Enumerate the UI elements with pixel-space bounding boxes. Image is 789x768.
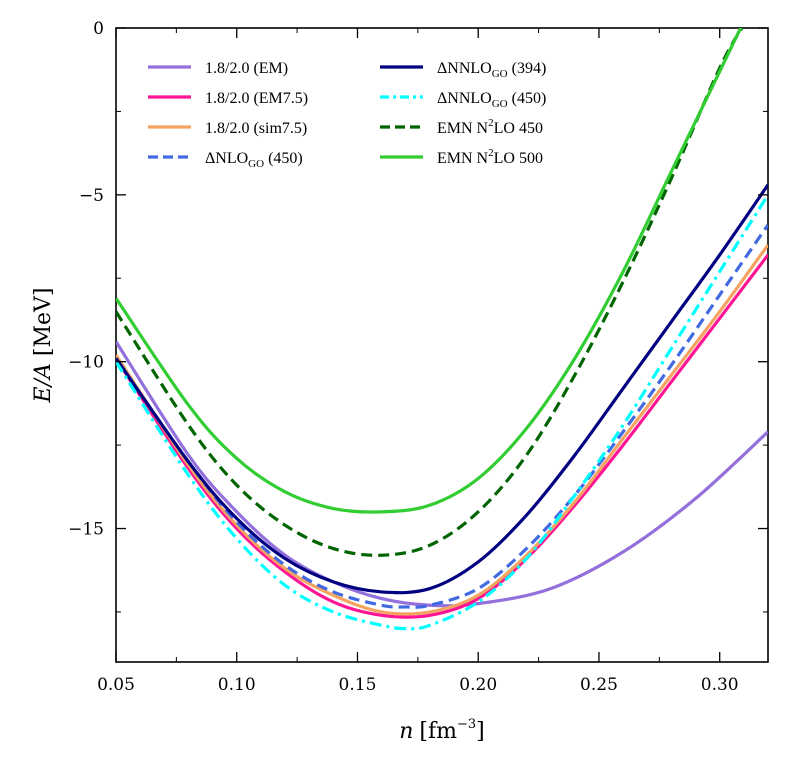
series-line-2: [116, 253, 768, 619]
legend-label: ΔNLOGO (450): [205, 150, 303, 170]
series-line-8: [116, 28, 743, 514]
y-tick-label: −5: [79, 186, 104, 206]
x-axis-title-close: ]: [476, 719, 485, 744]
y-axis-title-var: E/A: [31, 363, 56, 403]
legend-label: EMN N2LO 450: [437, 117, 543, 137]
legend-label: EMN N2LO 500: [437, 147, 543, 167]
x-tick-label: 0.05: [97, 675, 135, 695]
x-tick-label: 0.10: [218, 675, 256, 695]
x-tick-label: 0.20: [459, 675, 497, 695]
legend-item-4: ΔNLOGO (450): [148, 150, 303, 170]
y-axis-title: E/A [MeV]: [31, 288, 56, 404]
legend-item-3: 1.8/2.0 (sim7.5): [148, 120, 307, 137]
series-line-7: [116, 28, 744, 557]
x-axis-title-unit: [fm: [419, 719, 457, 744]
legend-label: ΔNNLOGO (450): [437, 90, 546, 110]
legend-item-7: EMN N2LO 450: [380, 117, 543, 137]
x-axis-title: n [fm−3]: [399, 717, 485, 744]
legend-item-2: 1.8/2.0 (EM7.5): [148, 90, 308, 107]
series-line-4: [116, 223, 768, 609]
legend-item-1: 1.8/2.0 (EM): [148, 60, 288, 77]
legend-label: 1.8/2.0 (sim7.5): [205, 120, 307, 137]
y-axis-title-unit: [MeV]: [31, 288, 56, 364]
legend-label: ΔNNLOGO (394): [437, 60, 546, 80]
legend-label: 1.8/2.0 (EM7.5): [205, 90, 308, 107]
series-line-1: [116, 340, 768, 608]
y-tick-label: −10: [68, 353, 104, 373]
x-axis-title-var: n: [399, 719, 413, 744]
legend-item-8: EMN N2LO 500: [380, 147, 543, 167]
series-line-3: [116, 243, 768, 616]
plot-frame: [115, 27, 769, 663]
x-axis-title-exp: −3: [457, 717, 476, 732]
y-tick-label: 0: [93, 19, 104, 39]
legend-label: 1.8/2.0 (EM): [205, 60, 288, 77]
series-line-5: [116, 183, 768, 595]
x-tick-label: 0.25: [580, 675, 618, 695]
x-tick-label: 0.15: [339, 675, 377, 695]
legend-item-6: ΔNNLOGO (450): [380, 90, 546, 110]
legend-item-5: ΔNNLOGO (394): [380, 60, 546, 80]
series-line-6: [116, 193, 768, 631]
y-tick-label: −15: [68, 520, 104, 540]
x-tick-label: 0.30: [701, 675, 739, 695]
